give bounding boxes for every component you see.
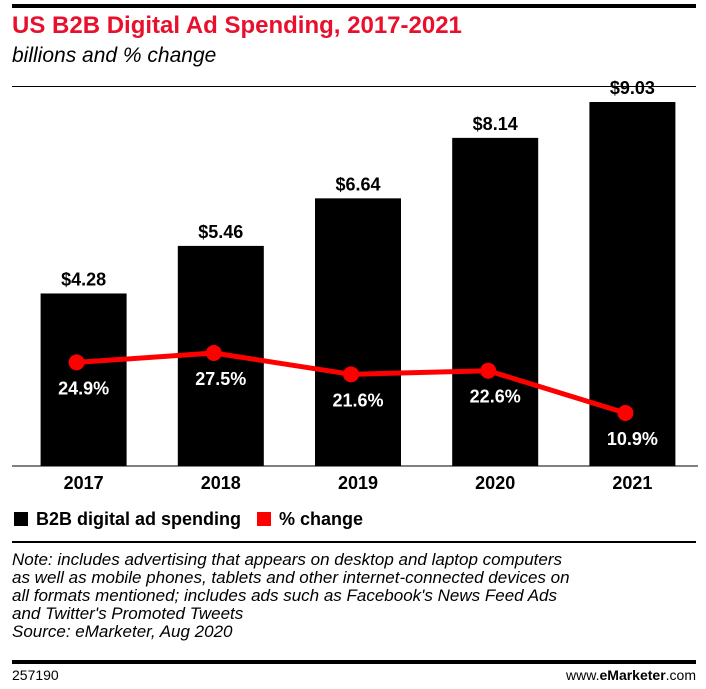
bar-2020 bbox=[452, 137, 539, 466]
percent-change-point bbox=[343, 366, 359, 383]
x-tick-label: 2020 bbox=[475, 473, 515, 493]
percent-change-label: 27.5% bbox=[195, 369, 246, 389]
chart-area: $4.28 $5.46 $6.64 $8.14 $9.03 2017 2018 2019 202… bbox=[12, 78, 698, 493]
legend-item-line: % change bbox=[257, 509, 363, 530]
top-rule bbox=[12, 4, 696, 8]
percent-change-point bbox=[205, 345, 222, 361]
note-line: Note: includes advertising that appears … bbox=[12, 550, 563, 569]
legend-bar-swatch bbox=[14, 512, 28, 526]
legend-divider bbox=[12, 541, 696, 543]
note-line: all formats mentioned; includes ads such… bbox=[12, 586, 557, 605]
percent-change-label: 10.9% bbox=[607, 429, 658, 449]
chart-title: US B2B Digital Ad Spending, 2017-2021 bbox=[12, 12, 462, 39]
bar-value-label: $6.64 bbox=[335, 174, 380, 194]
legend-line-label: % change bbox=[279, 508, 364, 529]
footer-rule bbox=[12, 660, 696, 664]
header-divider bbox=[12, 86, 696, 87]
bar-2017 bbox=[40, 293, 127, 466]
legend-line-swatch bbox=[257, 512, 272, 526]
bar-value-label: $4.28 bbox=[61, 269, 106, 289]
bar-value-label: $9.03 bbox=[610, 78, 655, 98]
x-tick-label: 2018 bbox=[201, 473, 241, 493]
legend-item-bars: B2B digital ad spending bbox=[14, 509, 241, 530]
brand-name: eMarketer bbox=[599, 667, 666, 683]
chart-id: 257190 bbox=[12, 667, 59, 683]
bar-value-label: $5.46 bbox=[198, 222, 243, 242]
x-tick-label: 2021 bbox=[612, 473, 652, 493]
percent-change-point bbox=[480, 362, 497, 379]
percent-change-label: 24.9% bbox=[58, 378, 109, 398]
chart-note: Note: includes advertising that appears … bbox=[12, 551, 698, 641]
x-tick-label: 2019 bbox=[338, 473, 378, 493]
note-line: and Twitter's Promoted Tweets bbox=[12, 604, 244, 623]
x-tick-label: 2017 bbox=[64, 473, 104, 493]
chart-subtitle: billions and % change bbox=[12, 44, 217, 67]
percent-change-label: 22.6% bbox=[470, 387, 521, 407]
brand-url: www.eMarketer.com bbox=[566, 667, 696, 683]
percent-change-label: 21.6% bbox=[332, 390, 383, 410]
percent-change-point bbox=[68, 354, 85, 371]
legend-bar-label: B2B digital ad spending bbox=[36, 508, 242, 529]
source-line: Source: eMarketer, Aug 2020 bbox=[12, 622, 233, 641]
bar-2019 bbox=[315, 198, 401, 467]
brand-prefix: www. bbox=[566, 667, 600, 683]
brand-suffix: .com bbox=[665, 667, 696, 683]
note-line: as well as mobile phones, tablets and ot… bbox=[12, 568, 570, 587]
percent-change-point bbox=[617, 405, 634, 421]
bar-value-label: $8.14 bbox=[473, 114, 518, 134]
legend: B2B digital ad spending % change bbox=[14, 508, 379, 530]
